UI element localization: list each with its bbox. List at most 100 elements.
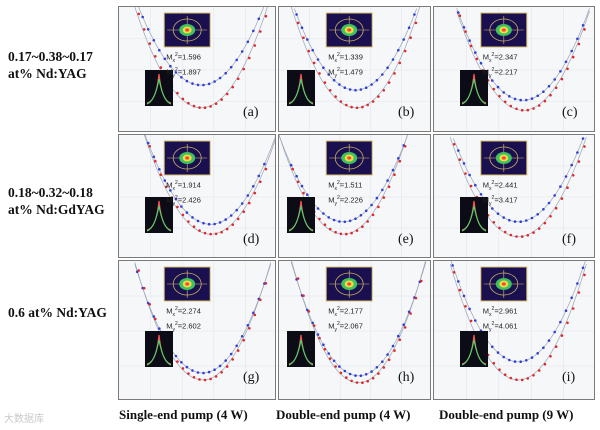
data-point-y — [307, 310, 311, 313]
data-point-y — [371, 100, 375, 103]
data-point-x — [169, 189, 172, 192]
beam-profile-core — [501, 28, 506, 32]
data-point-x — [327, 216, 330, 219]
m2-values: Mx2=2.274 My2=2.602 — [166, 305, 201, 335]
data-point-y — [318, 72, 321, 75]
data-point-x — [519, 220, 522, 223]
data-point-x — [246, 194, 250, 197]
m2x-label: Mx2=2.274 — [166, 306, 201, 318]
data-point-y — [532, 374, 535, 377]
data-point-y — [176, 360, 179, 363]
data-point-x — [295, 174, 298, 178]
data-point-y — [264, 167, 268, 171]
data-point-x — [191, 216, 194, 219]
data-point-y — [328, 227, 332, 231]
beam-profile-inset — [480, 140, 528, 176]
data-point-x — [375, 196, 379, 200]
data-point-x — [343, 220, 347, 224]
data-point-x — [348, 88, 352, 91]
data-point-y — [148, 145, 151, 148]
fit-line-y — [279, 135, 408, 235]
panel-a: Mx2=1.596 My2=1.897 (a) — [118, 6, 276, 132]
data-point-y — [339, 371, 343, 375]
data-point-x — [180, 76, 183, 79]
data-point-x — [536, 352, 539, 355]
data-point-x — [502, 216, 505, 219]
row-label-2: 0.6 at% Nd:YAG — [8, 304, 120, 321]
data-point-x — [364, 209, 368, 213]
data-point-x — [246, 324, 250, 327]
data-point-x — [519, 98, 522, 102]
data-point-y — [345, 103, 348, 107]
data-point-y — [318, 336, 321, 340]
data-point-x — [581, 266, 585, 270]
data-point-x — [327, 73, 330, 76]
data-point-x — [191, 369, 194, 372]
data-point-y — [291, 167, 294, 171]
data-point-x — [542, 208, 545, 211]
data-point-x — [359, 374, 363, 377]
m2x-value: 2.961 — [498, 306, 518, 316]
data-point-y — [312, 61, 316, 65]
watermark: 大数据库 — [4, 414, 44, 425]
figure-grid: Mx2=1.596 My2=1.897 (a) Mx2=1.339 My2=1.479 (… — [118, 6, 595, 400]
data-point-y — [398, 338, 402, 342]
data-point-x — [235, 344, 238, 348]
data-point-x — [152, 155, 156, 159]
data-point-x — [174, 354, 178, 358]
data-point-x — [530, 356, 534, 359]
data-point-x — [306, 38, 309, 41]
data-point-y — [264, 14, 268, 18]
row-label-0-line-1: 0.17~0.38~0.17 — [8, 49, 93, 64]
data-point-x — [413, 13, 416, 16]
column-label-1: Double-end pump (4 W) — [276, 407, 411, 422]
data-point-y — [209, 377, 212, 381]
m2x-label: Mx2=2.347 — [482, 52, 518, 64]
data-point-x — [185, 211, 189, 214]
data-point-y — [571, 174, 575, 177]
data-point-y — [498, 94, 501, 98]
data-point-y — [264, 282, 268, 285]
data-point-y — [577, 160, 581, 163]
data-point-y — [583, 145, 586, 148]
panel-e: Mx2=1.511 My2=2.226 (e) — [278, 134, 431, 258]
data-point-y — [532, 107, 535, 110]
intensity-profile-green — [146, 205, 172, 232]
data-point-x — [457, 11, 460, 14]
panel-tag: (a) — [243, 105, 259, 121]
data-point-x — [370, 83, 373, 86]
m2-values: Mx2=1.914 My2=2.426 — [166, 179, 201, 209]
data-point-y — [192, 376, 196, 379]
data-point-y — [187, 220, 190, 223]
data-point-y — [420, 279, 423, 283]
data-point-y — [520, 378, 524, 382]
data-point-x — [536, 213, 539, 216]
data-point-x — [547, 339, 551, 342]
data-point-y — [403, 145, 407, 148]
data-point-y — [469, 184, 473, 188]
data-point-y — [236, 349, 240, 352]
data-point-x — [169, 64, 172, 68]
row-label-1-line-1: 0.18~0.32~0.18 — [8, 185, 93, 200]
beam-profile-core — [501, 156, 506, 160]
data-point-y — [302, 294, 305, 297]
row-label-1-line-2: at% Nd:GdYAG — [8, 202, 105, 217]
data-point-y — [409, 312, 412, 315]
row-label-1: 0.18~0.32~0.18 at% Nd:GdYAG — [8, 184, 120, 218]
intensity-profile-inset — [145, 197, 173, 233]
m2-values: Mx2=2.441 My2=3.417 — [483, 179, 518, 209]
data-point-x — [502, 355, 505, 359]
data-point-x — [462, 26, 466, 29]
fit-line-y — [449, 137, 587, 238]
data-point-y — [452, 143, 456, 146]
data-point-y — [409, 36, 412, 39]
data-point-y — [225, 365, 229, 368]
data-point-y — [350, 379, 353, 383]
data-point-y — [366, 103, 369, 107]
data-point-y — [148, 42, 151, 45]
data-point-y — [475, 57, 479, 61]
data-point-y — [464, 305, 467, 308]
data-point-y — [393, 173, 396, 176]
data-point-y — [554, 345, 558, 348]
data-point-y — [231, 223, 234, 226]
